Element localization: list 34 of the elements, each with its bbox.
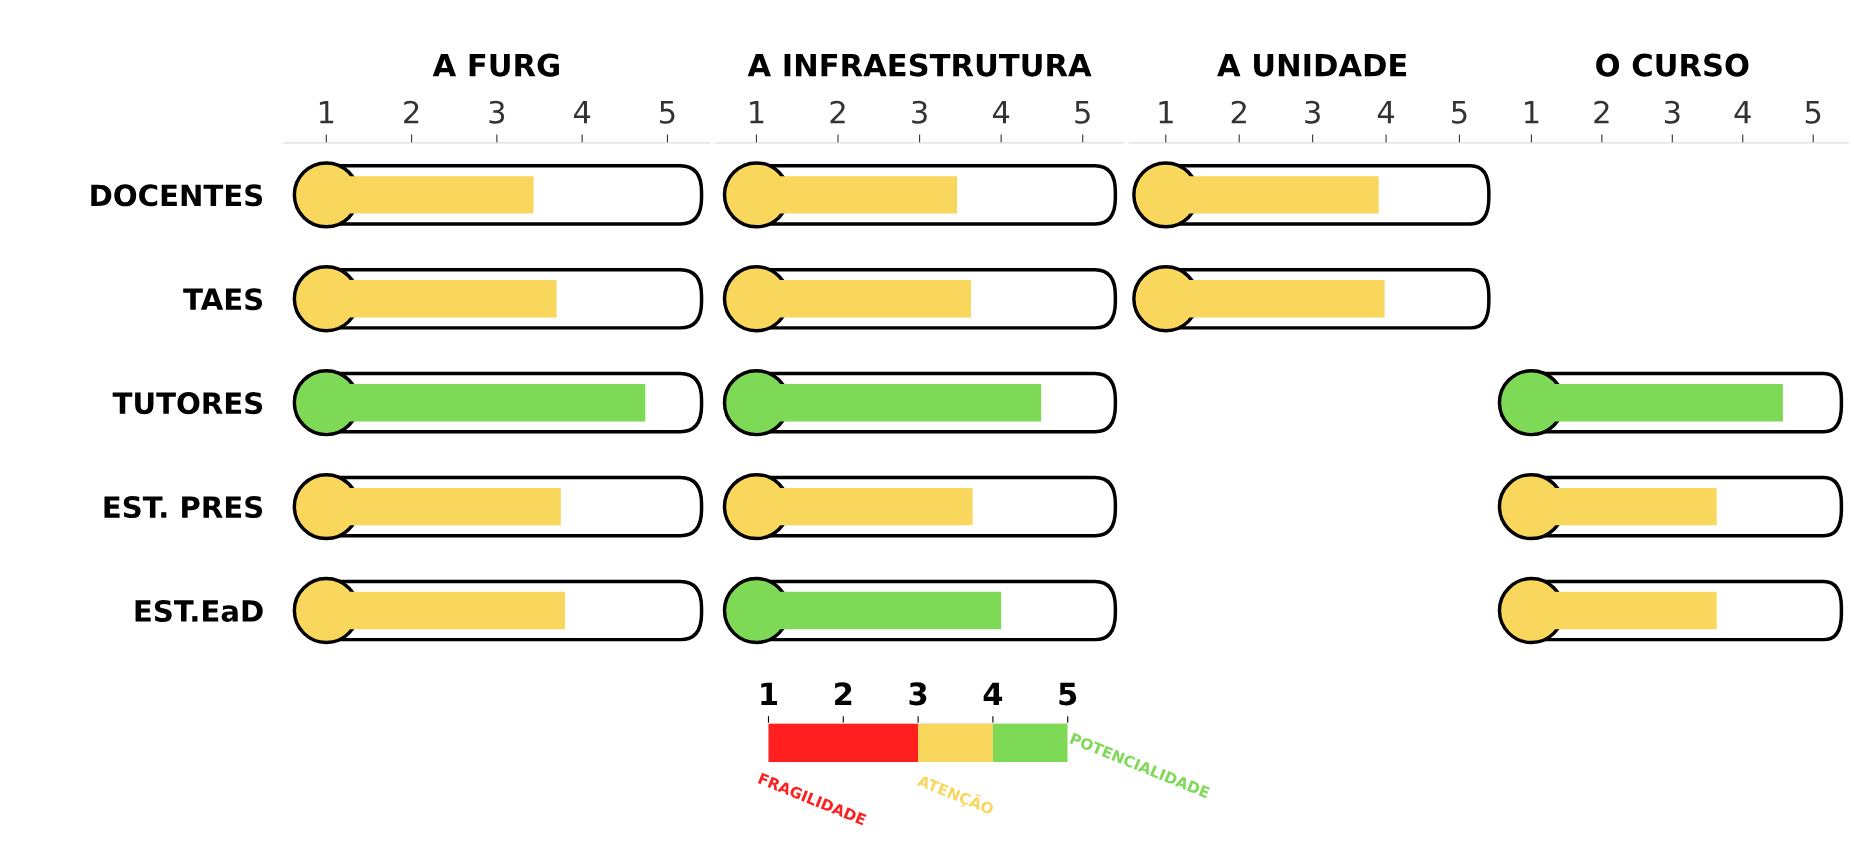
y-tick-label: TUTORES: [112, 392, 263, 415]
chart-title: O CURSO: [1596, 53, 1749, 77]
x-tick-label: 4: [1734, 101, 1751, 124]
x-tick-label: 4: [983, 682, 1003, 705]
x-tick-label: 3: [909, 682, 927, 706]
x-tick-label: 5: [1059, 682, 1077, 706]
x-tick-label: 5: [660, 101, 675, 124]
x-tick-label: 3: [1305, 100, 1320, 124]
x-tick-label: 3: [912, 100, 927, 124]
y-tick-label: DOCENTES: [91, 184, 263, 207]
x-tick-label: 3: [489, 100, 505, 124]
x-tick-label: 3: [1664, 100, 1680, 124]
x-tick-label: 1: [1159, 101, 1173, 124]
chart-title: A FURG: [432, 53, 559, 77]
x-tick-label: 1: [761, 682, 778, 705]
x-tick-label: 5: [1452, 101, 1467, 124]
x-tick-label: 2: [404, 100, 419, 124]
x-tick-label: 1: [750, 101, 764, 124]
x-tick-label: 4: [1377, 101, 1395, 124]
x-tick-label: 1: [1525, 101, 1539, 124]
x-tick-label: 5: [1075, 101, 1090, 124]
chart-title: A INFRAESTRUTURA: [747, 53, 1092, 77]
x-tick-label: 2: [1231, 100, 1246, 124]
y-tick-label: EST. PRES: [104, 496, 263, 519]
x-tick-label: 1: [319, 101, 334, 124]
x-tick-label: 4: [992, 101, 1010, 124]
x-tick-label: 2: [835, 682, 852, 705]
x-tick-label: 5: [1805, 101, 1821, 124]
x-tick-label: 2: [1594, 100, 1609, 124]
y-tick-label: EST.EaD: [135, 599, 263, 623]
y-tick-label: TAES: [183, 288, 263, 311]
x-tick-label: 2: [830, 100, 845, 124]
chart-title: A UNIDADE: [1217, 53, 1407, 77]
x-tick-label: 4: [573, 101, 591, 124]
